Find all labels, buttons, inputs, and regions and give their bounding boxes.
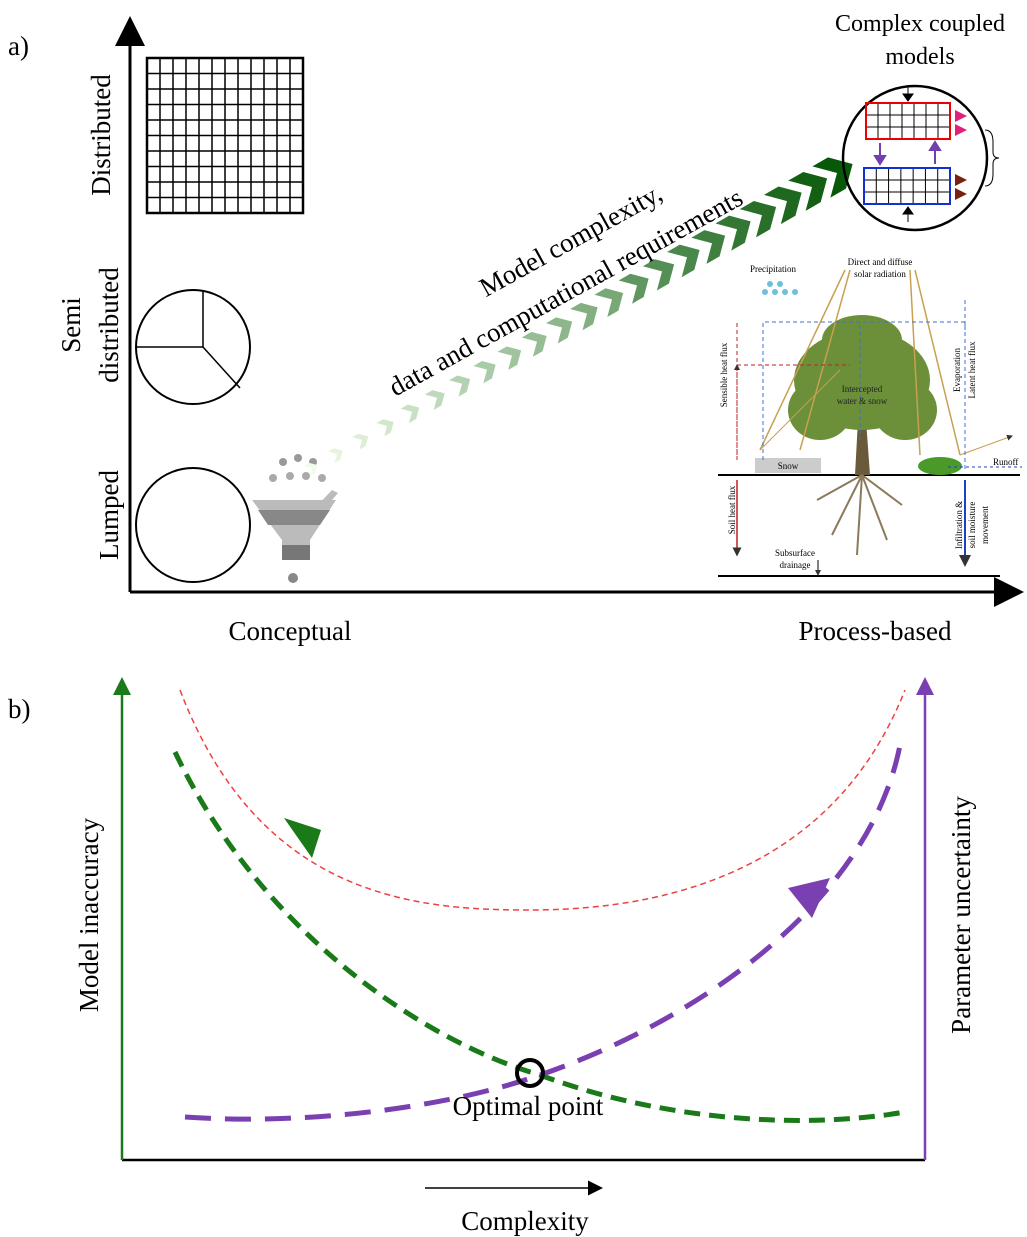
chevron [401,400,424,423]
process-label: Intercepted [842,384,883,394]
complexity-arrow [304,148,862,476]
process-label: water & snow [837,396,888,406]
process-label: Runoff [993,457,1018,467]
panel-b: b) Optimal point Model inaccuracy Parame… [8,677,976,1236]
chevron [498,341,527,370]
process-label: Latent heat flux [967,341,977,398]
process-diagram: Precipitation Direct and diffuse solar r… [718,257,1022,576]
process-label: soil moisture [967,502,977,549]
chevron [352,430,372,450]
process-label: Subsurface [775,548,815,558]
coupled-title: models [885,44,954,70]
right-axis-label: Parameter uncertainty [946,796,976,1034]
y-label: distributed [94,267,124,383]
process-label: Snow [778,461,799,471]
panel-label: a) [8,31,29,61]
chevron [473,356,500,383]
optimal-label: Optimal point [453,1091,604,1121]
process-label: Infiltration & [954,501,964,549]
total-curve [180,690,905,910]
process-label: solar radiation [854,269,906,279]
process-label: Evaporation [952,348,962,392]
arrowhead [284,818,321,858]
semi-pie [136,290,250,404]
lumped-circle [136,468,250,582]
x-label: Process-based [799,616,952,646]
chevron [449,371,475,397]
uncertainty-curve [185,745,900,1119]
funnel [252,454,338,583]
process-label: Direct and diffuse [848,257,913,267]
process-label: Precipitation [750,264,796,274]
chevron [425,386,449,410]
x-label: Conceptual [229,616,352,646]
process-label: drainage [780,560,811,570]
coupled-title: Complex coupled [835,11,1005,37]
chevron [328,445,346,463]
x-axis-label: Complexity [461,1206,589,1236]
arrowhead [788,878,830,918]
panel-a: a) Distributed Semi distributed Lumped M… [8,11,1022,646]
left-axis-label: Model inaccuracy [74,817,104,1012]
chevron [376,415,397,436]
process-label: Sensible heat flux [719,342,729,407]
arrow-text: data and computational requirements [384,182,748,402]
coupled-models [843,86,999,230]
panel-label: b) [8,694,31,724]
distributed-grid [147,58,303,213]
y-label: Lumped [94,470,124,560]
process-label: movement [980,506,990,544]
y-label: Semi [56,297,86,353]
figure: a) Distributed Semi distributed Lumped M… [0,0,1027,1237]
process-label: Soil heat flux [727,485,737,534]
y-label: Distributed [86,74,116,196]
